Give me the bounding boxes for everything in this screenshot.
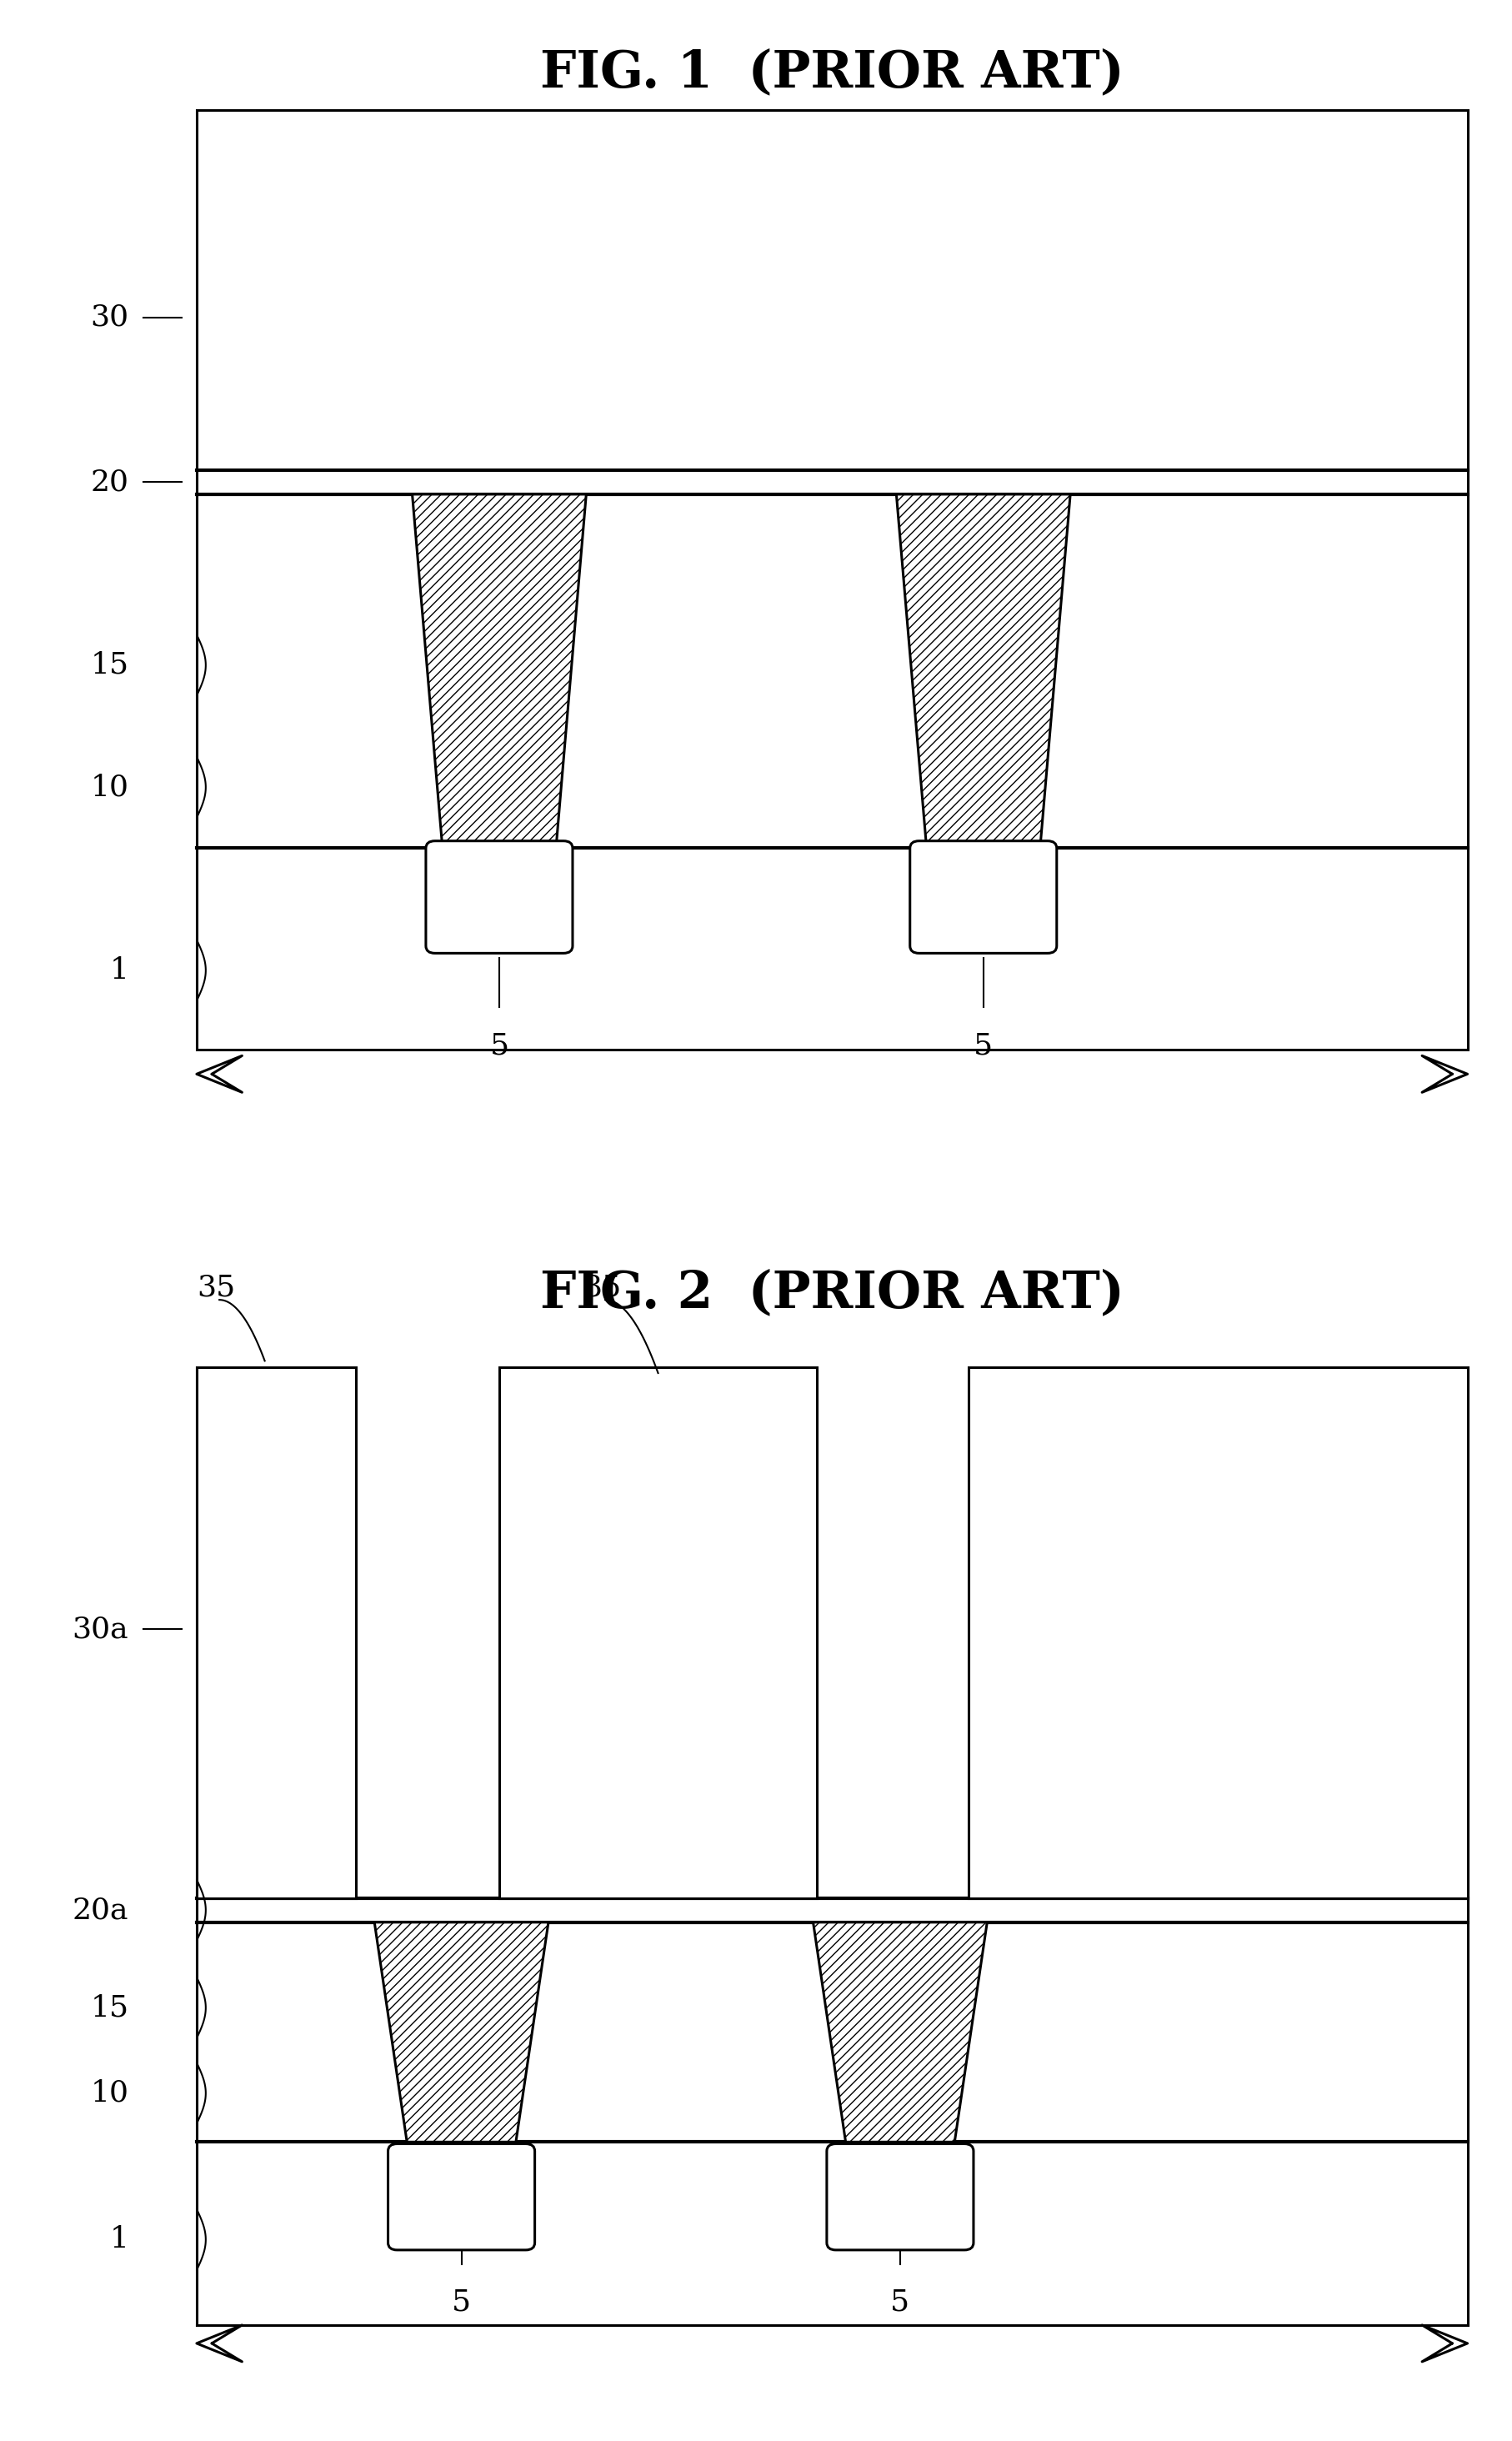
Text: FIG. 2  (PRIOR ART): FIG. 2 (PRIOR ART): [540, 1269, 1123, 1318]
FancyBboxPatch shape: [426, 840, 572, 952]
Text: 10: 10: [91, 2080, 129, 2107]
FancyBboxPatch shape: [387, 2143, 535, 2251]
Text: 1: 1: [109, 2226, 129, 2253]
Polygon shape: [813, 1924, 986, 2143]
Text: 30: 30: [91, 303, 129, 332]
Text: 20: 20: [91, 469, 129, 496]
Text: 5: 5: [452, 2290, 470, 2317]
Text: 5: 5: [974, 1030, 992, 1059]
Polygon shape: [197, 1367, 355, 1899]
Text: 20a: 20a: [73, 1897, 129, 1924]
Text: 1: 1: [109, 957, 129, 984]
Text: 5: 5: [490, 1030, 508, 1059]
Polygon shape: [411, 493, 585, 849]
Text: 10: 10: [91, 774, 129, 801]
Text: 5: 5: [891, 2290, 909, 2317]
FancyBboxPatch shape: [910, 840, 1055, 952]
Text: 35: 35: [582, 1274, 620, 1301]
Text: 30a: 30a: [73, 1616, 129, 1643]
FancyBboxPatch shape: [826, 2143, 974, 2251]
Polygon shape: [968, 1367, 1467, 1899]
Polygon shape: [895, 493, 1070, 849]
Text: 15: 15: [91, 652, 129, 679]
Polygon shape: [499, 1367, 816, 1899]
Text: FIG. 1  (PRIOR ART): FIG. 1 (PRIOR ART): [540, 49, 1123, 98]
Text: 15: 15: [91, 1994, 129, 2021]
Polygon shape: [373, 1924, 547, 2143]
Text: 35: 35: [197, 1274, 234, 1301]
